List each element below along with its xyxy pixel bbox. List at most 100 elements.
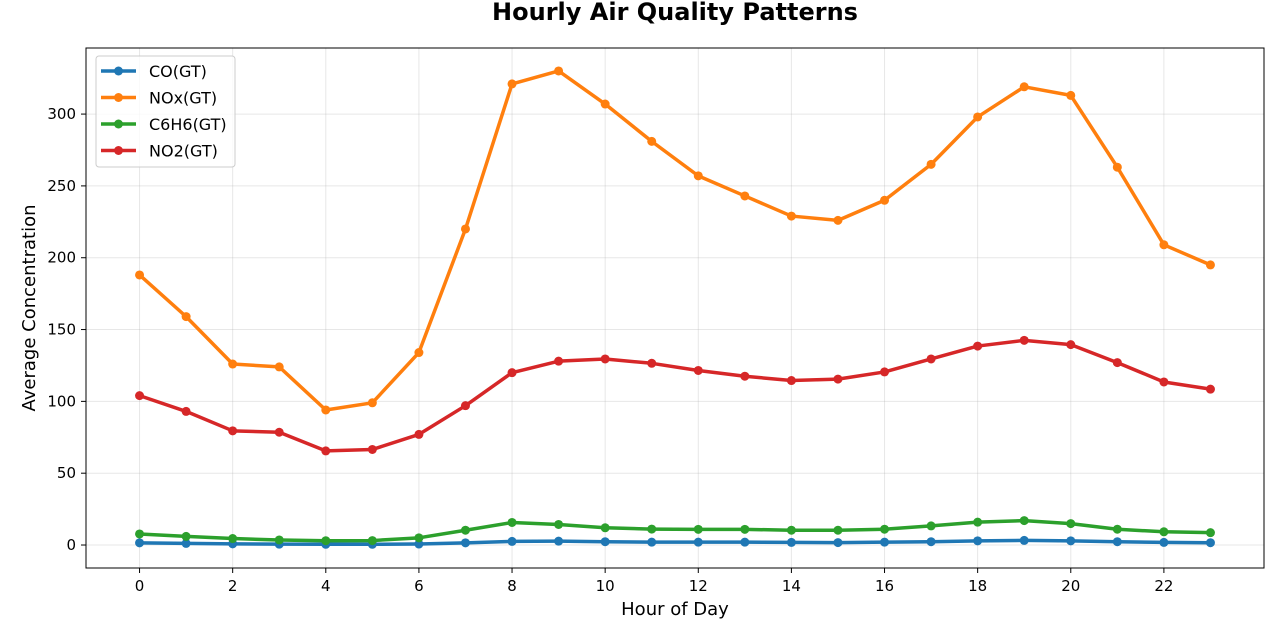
data-point-c6h6-gt xyxy=(647,524,657,534)
data-point-c6h6-gt xyxy=(507,517,517,527)
chart-title: Hourly Air Quality Patterns xyxy=(492,0,858,26)
data-point-no2-gt xyxy=(228,426,238,436)
y-tick-label: 150 xyxy=(47,321,76,339)
data-point-nox-gt xyxy=(786,211,796,221)
data-point-nox-gt xyxy=(414,348,424,358)
data-point-nox-gt xyxy=(507,79,517,89)
series-no2-gt xyxy=(135,335,1215,456)
data-point-co-gt xyxy=(414,539,424,549)
data-point-no2-gt xyxy=(460,401,470,411)
data-point-co-gt xyxy=(1112,537,1122,547)
data-point-c6h6-gt xyxy=(693,524,703,534)
data-point-co-gt xyxy=(973,536,983,546)
legend-item-nox-gt: NOx(GT) xyxy=(101,89,217,108)
data-point-no2-gt xyxy=(880,367,890,377)
data-point-c6h6-gt xyxy=(274,535,284,545)
data-point-co-gt xyxy=(1066,536,1076,546)
series-nox-gt xyxy=(135,66,1215,415)
data-point-no2-gt xyxy=(693,365,703,375)
data-point-nox-gt xyxy=(1019,82,1029,92)
data-point-c6h6-gt xyxy=(880,524,890,534)
data-point-co-gt xyxy=(740,537,750,547)
data-point-co-gt xyxy=(833,538,843,548)
data-point-nox-gt xyxy=(647,136,657,146)
data-point-c6h6-gt xyxy=(460,525,470,535)
data-point-no2-gt xyxy=(1205,384,1215,394)
data-point-nox-gt xyxy=(228,359,238,369)
data-point-c6h6-gt xyxy=(367,536,377,546)
data-point-co-gt xyxy=(460,538,470,548)
legend: CO(GT) NOx(GT) C6H6(GT) NO2(GT) xyxy=(95,55,236,168)
series-line-no2-gt xyxy=(137,338,1213,453)
data-point-no2-gt xyxy=(600,354,610,364)
data-point-co-gt xyxy=(647,537,657,547)
data-point-nox-gt xyxy=(880,195,890,205)
data-point-nox-gt xyxy=(740,191,750,201)
x-tick-label: 12 xyxy=(689,577,708,595)
data-point-c6h6-gt xyxy=(1112,524,1122,534)
data-point-nox-gt xyxy=(833,215,843,225)
legend-swatch-marker xyxy=(114,146,123,155)
plot-area-frame xyxy=(85,47,1265,569)
data-point-co-gt xyxy=(507,536,517,546)
data-point-nox-gt xyxy=(181,312,191,322)
x-tick-label: 10 xyxy=(596,577,615,595)
legend-label: CO(GT) xyxy=(149,62,207,81)
data-point-co-gt xyxy=(135,538,145,548)
y-tick-label: 100 xyxy=(47,392,76,410)
data-point-no2-gt xyxy=(926,354,936,364)
data-point-nox-gt xyxy=(1205,260,1215,270)
x-tick-label: 18 xyxy=(968,577,987,595)
axes: 0 2 4 6 8 10 12 14 16 18 20 22 0 50 100 150 200 250 300 xyxy=(47,105,1173,595)
data-point-c6h6-gt xyxy=(973,517,983,527)
data-point-c6h6-gt xyxy=(135,529,145,539)
data-point-no2-gt xyxy=(554,356,564,366)
series-line-co-gt xyxy=(137,538,1213,547)
data-point-c6h6-gt xyxy=(1205,528,1215,538)
data-point-nox-gt xyxy=(973,112,983,122)
legend-frame xyxy=(95,55,236,168)
data-point-co-gt xyxy=(693,537,703,547)
data-point-no2-gt xyxy=(367,444,377,454)
x-tick-label: 2 xyxy=(228,577,238,595)
data-point-c6h6-gt xyxy=(1066,519,1076,529)
data-point-c6h6-gt xyxy=(600,523,610,533)
data-point-co-gt xyxy=(600,537,610,547)
data-point-nox-gt xyxy=(554,66,564,76)
data-point-c6h6-gt xyxy=(786,525,796,535)
x-tick-label: 22 xyxy=(1154,577,1173,595)
data-point-c6h6-gt xyxy=(414,533,424,543)
data-point-nox-gt xyxy=(600,99,610,109)
x-tick-label: 6 xyxy=(414,577,424,595)
data-point-nox-gt xyxy=(693,171,703,181)
data-point-nox-gt xyxy=(367,398,377,408)
series-co-gt xyxy=(135,535,1215,549)
data-point-no2-gt xyxy=(833,374,843,384)
data-point-c6h6-gt xyxy=(321,536,331,546)
x-tick-label: 16 xyxy=(875,577,894,595)
data-point-nox-gt xyxy=(460,224,470,234)
x-tick-label: 0 xyxy=(135,577,145,595)
data-point-no2-gt xyxy=(647,358,657,368)
data-point-co-gt xyxy=(1019,535,1029,545)
data-point-co-gt xyxy=(554,536,564,546)
data-point-no2-gt xyxy=(1159,377,1169,387)
data-point-c6h6-gt xyxy=(554,519,564,529)
legend-swatch-marker xyxy=(114,119,123,129)
y-tick-label: 0 xyxy=(66,536,76,554)
data-point-co-gt xyxy=(1159,537,1169,547)
series-c6h6-gt xyxy=(135,516,1215,546)
data-point-c6h6-gt xyxy=(181,531,191,541)
x-tick-label: 20 xyxy=(1061,577,1080,595)
legend-label: C6H6(GT) xyxy=(149,115,227,134)
data-point-no2-gt xyxy=(135,391,145,401)
data-point-co-gt xyxy=(786,537,796,547)
data-point-c6h6-gt xyxy=(1159,527,1169,537)
legend-item-c6h6-gt: C6H6(GT) xyxy=(101,115,227,134)
series-line-c6h6-gt xyxy=(137,518,1213,543)
data-point-nox-gt xyxy=(1112,162,1122,172)
data-point-c6h6-gt xyxy=(833,525,843,535)
data-point-no2-gt xyxy=(1112,358,1122,368)
data-point-co-gt xyxy=(926,537,936,547)
